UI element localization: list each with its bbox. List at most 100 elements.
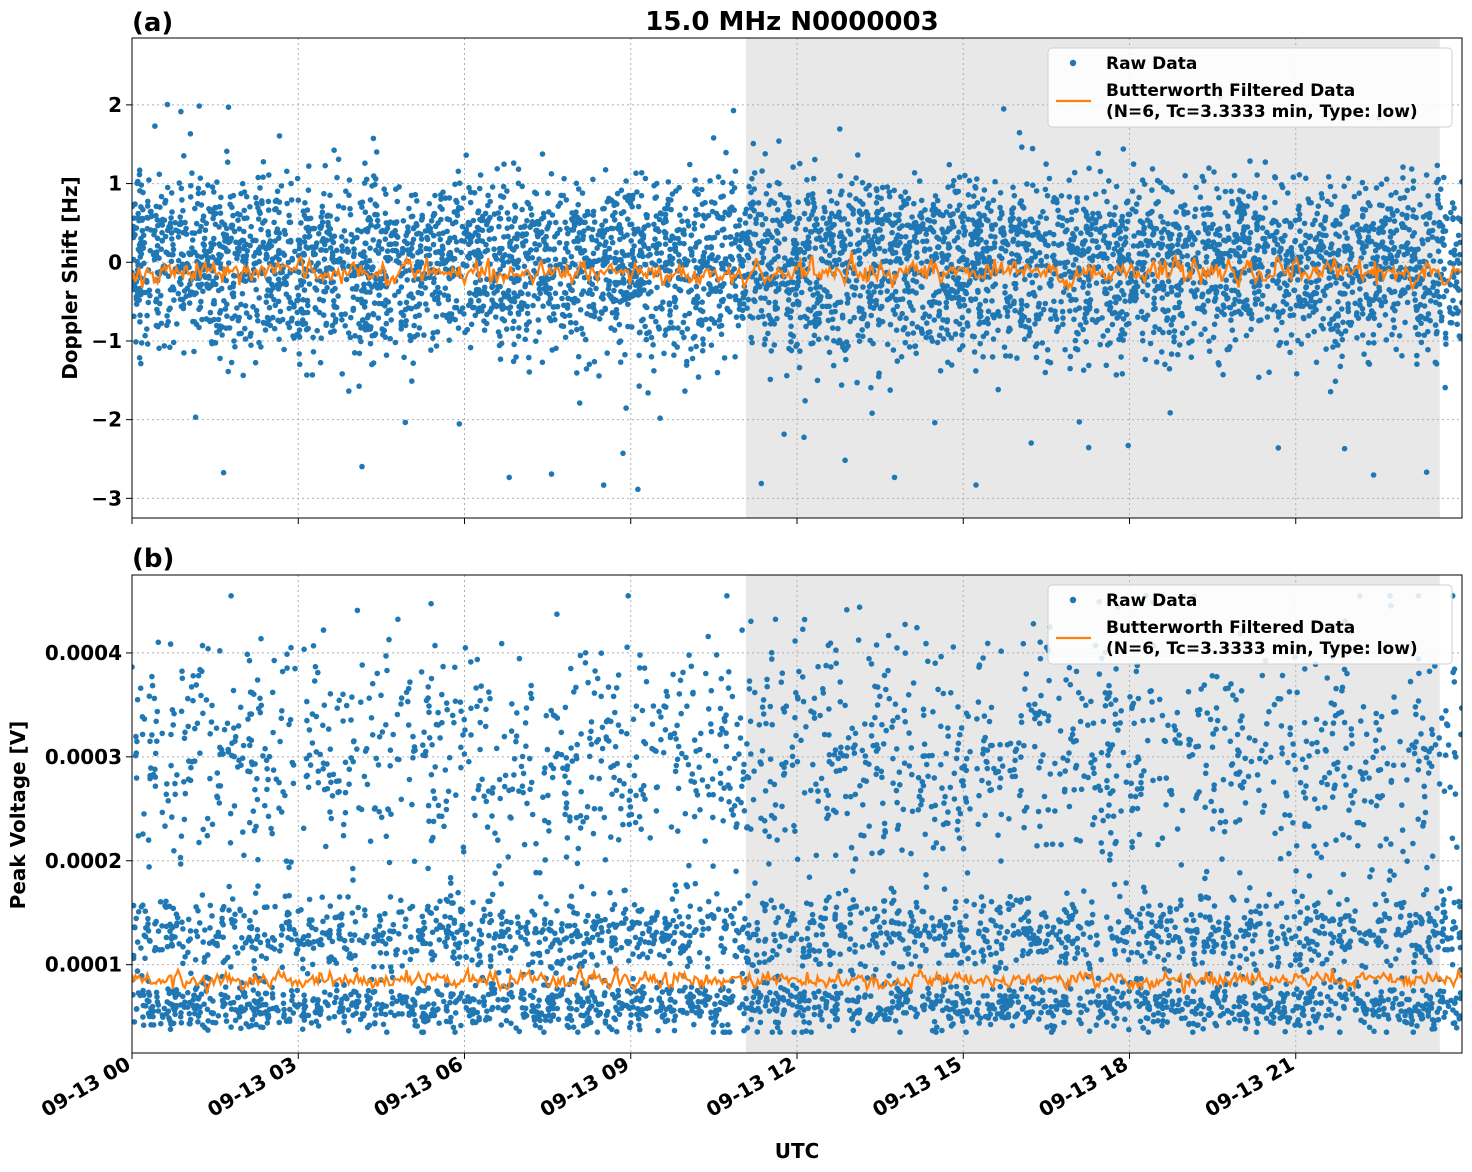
raw-data-point [411,322,417,329]
raw-data-point [899,310,905,317]
raw-data-point [656,241,663,248]
raw-data-point [1285,248,1291,255]
raw-data-point [581,228,587,234]
raw-data-point [529,219,536,225]
raw-data-point [218,252,224,259]
raw-data-point [818,237,824,244]
raw-data-point [478,253,484,260]
raw-data-point [1297,228,1303,234]
raw-data-point [1171,338,1177,345]
raw-data-point [304,372,310,378]
raw-data-point [1216,232,1223,239]
raw-data-point [450,220,456,227]
raw-data-point [1139,266,1146,273]
raw-data-point [144,225,151,232]
raw-data-point [322,289,329,295]
raw-data-point [599,222,605,228]
raw-data-point [1211,321,1218,328]
raw-data-point [220,469,227,476]
raw-data-point [1083,319,1089,326]
raw-data-point [861,235,867,241]
raw-data-point [869,245,876,251]
raw-data-point [477,172,484,178]
raw-data-point [561,313,568,320]
raw-data-point [1296,211,1303,218]
raw-data-point [522,336,528,343]
raw-data-point [1388,289,1395,296]
raw-data-point [837,173,844,179]
raw-data-point [613,249,619,256]
raw-data-point [887,259,894,266]
raw-data-point [400,218,407,224]
raw-data-point [1411,230,1418,236]
raw-data-point [959,314,966,321]
raw-data-point [370,264,376,270]
raw-data-point [253,194,259,201]
raw-data-point [681,227,687,233]
raw-data-point [292,248,298,255]
raw-data-point [295,292,302,299]
raw-data-point [542,246,548,253]
raw-data-point [1300,303,1306,310]
raw-data-point [550,311,557,317]
raw-data-point [736,222,742,229]
raw-data-point [912,343,919,349]
raw-data-point [703,214,709,220]
raw-data-point [515,264,521,271]
raw-data-point [263,299,270,306]
raw-data-point [181,288,188,294]
raw-data-point [1141,181,1148,187]
raw-data-point [1259,225,1266,231]
raw-data-point [829,316,836,323]
raw-data-point [331,147,337,153]
raw-data-point [1154,177,1161,184]
raw-data-point [1256,214,1263,220]
raw-data-point [1437,309,1443,316]
raw-data-point [139,217,145,223]
raw-data-point [727,206,733,212]
raw-data-point [1130,161,1137,167]
raw-data-point [944,283,950,289]
raw-data-point [1042,241,1049,248]
raw-data-point [1376,202,1383,208]
raw-data-point [562,257,568,263]
raw-data-point [1345,283,1351,290]
raw-data-point [888,247,894,253]
raw-data-point [1221,311,1227,318]
raw-data-point [1315,203,1322,209]
raw-data-point [1191,213,1198,220]
raw-data-point [628,238,634,244]
raw-data-point [476,226,483,233]
raw-data-point [1124,218,1131,225]
raw-data-point [236,226,243,232]
raw-data-point [1015,259,1022,265]
raw-data-point [651,368,657,374]
raw-data-point [695,374,702,380]
raw-data-point [169,236,175,242]
raw-data-point [592,308,598,315]
raw-data-point [1190,234,1197,240]
raw-data-point [706,326,712,332]
raw-data-point [1247,246,1253,253]
raw-data-point [956,258,963,265]
raw-data-point [613,306,620,313]
raw-data-point [155,288,161,294]
raw-data-point [881,248,888,254]
raw-data-point [1264,314,1271,320]
raw-data-point [602,167,609,173]
raw-data-point [1019,301,1025,308]
raw-data-point [717,288,724,295]
raw-data-point [1051,298,1057,305]
raw-data-point [914,254,920,260]
raw-data-point [1316,277,1322,283]
raw-data-point [1278,182,1285,188]
raw-data-point [1202,245,1208,251]
raw-data-point [475,209,481,216]
raw-data-point [1353,269,1359,276]
raw-data-point [902,339,909,346]
raw-data-point [745,254,752,261]
raw-data-point [1247,229,1254,236]
raw-data-point [1272,235,1278,242]
raw-data-point [913,350,919,357]
raw-data-point [1150,232,1156,238]
